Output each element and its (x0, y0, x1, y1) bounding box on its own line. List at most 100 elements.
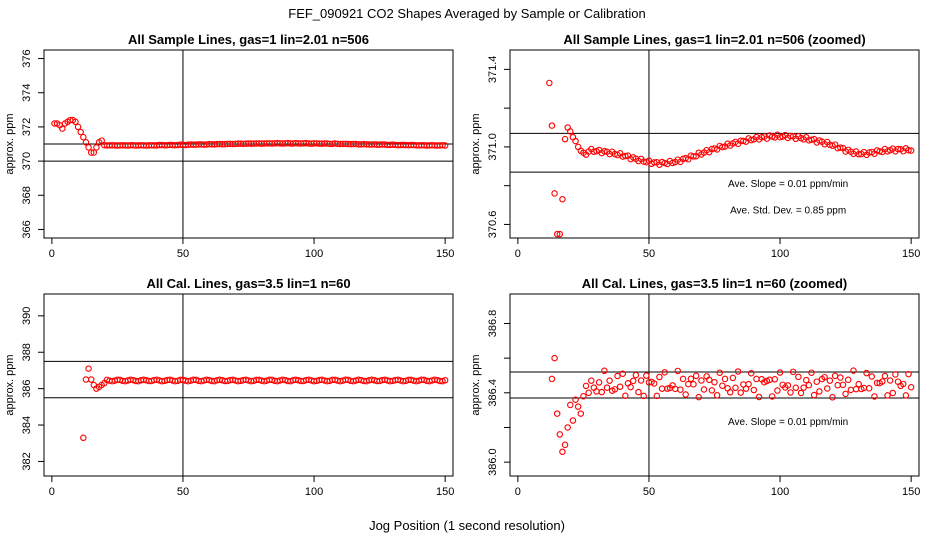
y-tick-label: 372 (21, 118, 33, 136)
data-point (706, 376, 713, 384)
data-series (80, 365, 449, 442)
data-point (842, 390, 849, 398)
data-point (787, 132, 794, 140)
figure-xlabel: Jog Position (1 second resolution) (369, 518, 565, 533)
data-point (572, 137, 579, 145)
data-point (80, 133, 87, 141)
chart-panel-4: All Cal. Lines, gas=3.5 lin=1 n=60 (zoom… (470, 276, 920, 498)
panel-title: All Cal. Lines, gas=3.5 lin=1 n=60 (zoom… (582, 276, 848, 291)
data-point (831, 372, 839, 380)
data-point (755, 393, 763, 401)
data-point (721, 375, 729, 383)
panel-annotation: Ave. Std. Dev. = 0.85 ppm (730, 206, 846, 217)
data-point (87, 149, 95, 156)
data-point (855, 151, 862, 158)
data-point (839, 381, 847, 389)
data-point (551, 190, 558, 197)
data-point (611, 386, 619, 393)
data-point (855, 380, 862, 388)
data-point (632, 371, 640, 379)
data-point (674, 367, 682, 375)
data-point (816, 388, 823, 395)
y-tick-label: 371.4 (487, 56, 499, 84)
data-point (59, 125, 66, 132)
data-point (82, 139, 90, 146)
data-point (797, 389, 805, 397)
data-point (624, 380, 632, 387)
y-tick-label: 366 (21, 220, 33, 238)
data-point (732, 384, 739, 392)
data-point (776, 369, 784, 376)
data-point (823, 385, 831, 392)
data-point (776, 133, 784, 141)
figure-title: FEF_090921 CO2 Shapes Averaged by Sample… (288, 6, 645, 21)
x-tick-label: 50 (177, 486, 189, 498)
data-point (829, 394, 836, 401)
data-point (564, 124, 571, 131)
data-point (637, 377, 645, 384)
data-point (837, 144, 844, 151)
y-tick-label: 371.0 (487, 133, 499, 161)
data-point (774, 387, 781, 394)
data-point (729, 374, 737, 382)
data-point (690, 381, 697, 388)
y-axis-label: approx. ppm (4, 113, 16, 174)
data-point (850, 367, 857, 374)
data-point (90, 149, 98, 156)
y-axis-label: approx. ppm (4, 354, 16, 415)
x-tick-label: 100 (305, 486, 323, 498)
x-tick-label: 0 (49, 486, 55, 498)
y-tick-label: 388 (21, 343, 33, 361)
data-point (740, 137, 747, 145)
plot-frame (43, 293, 454, 477)
data-point (726, 389, 734, 396)
data-point (561, 135, 569, 143)
data-point (588, 377, 595, 384)
data-point (74, 123, 82, 131)
panel-title: All Sample Lines, gas=1 lin=2.01 n=506 (… (563, 32, 865, 47)
data-point (577, 410, 585, 417)
data-point (603, 384, 611, 391)
y-tick-label: 368 (21, 186, 33, 204)
y-tick-label: 386.4 (487, 379, 499, 407)
data-point (561, 441, 569, 449)
data-series (548, 354, 915, 455)
data-point (556, 431, 564, 438)
data-point (863, 369, 870, 377)
data-point (598, 388, 606, 396)
x-tick-label: 0 (515, 486, 521, 498)
data-point (768, 393, 776, 400)
x-tick-label: 150 (436, 486, 454, 498)
data-point (695, 393, 703, 401)
data-point (656, 373, 663, 381)
y-tick-label: 382 (21, 452, 33, 470)
data-point (567, 401, 574, 409)
y-tick-label: 384 (21, 416, 33, 434)
y-tick-label: 386 (21, 379, 33, 397)
data-point (664, 385, 671, 392)
data-point (85, 144, 92, 151)
data-point (708, 387, 716, 394)
data-point (559, 448, 566, 455)
data-point (900, 380, 907, 388)
data-point (787, 389, 794, 396)
plot-frame (509, 49, 920, 239)
data-point (553, 410, 561, 417)
data-point (719, 382, 726, 389)
data-point (737, 389, 744, 396)
data-series (51, 116, 449, 156)
data-point (567, 128, 574, 135)
data-point (690, 153, 697, 160)
data-point (886, 377, 894, 384)
data-point (559, 195, 566, 203)
data-point (834, 381, 841, 389)
data-point (847, 386, 855, 394)
data-point (713, 391, 721, 399)
y-tick-label: 370 (21, 152, 33, 170)
data-point (784, 382, 792, 389)
data-point (601, 367, 608, 375)
data-point (876, 148, 883, 155)
data-point (619, 370, 626, 377)
data-point (865, 385, 873, 392)
data-point (551, 354, 558, 362)
